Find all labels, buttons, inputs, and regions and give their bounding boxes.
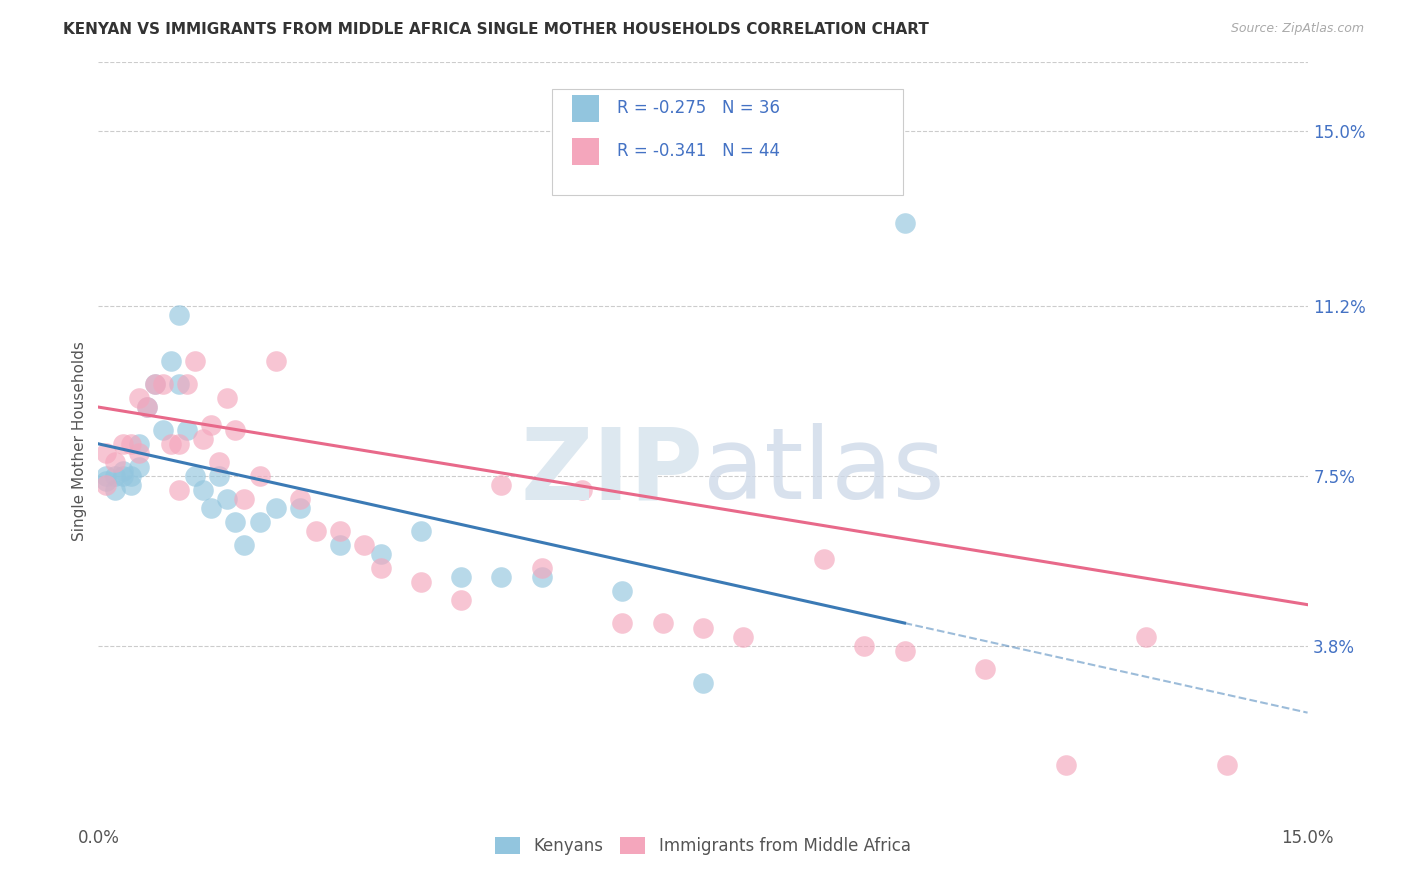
Point: [853, 639, 876, 653]
Point: [409, 524, 432, 538]
Point: [224, 515, 246, 529]
Point: [111, 437, 134, 451]
Point: [288, 501, 311, 516]
Point: [167, 437, 190, 451]
Point: [692, 675, 714, 690]
Point: [128, 446, 150, 460]
Point: [167, 308, 190, 322]
Point: [96, 474, 118, 488]
Point: [167, 483, 190, 497]
Point: [264, 501, 287, 516]
Point: [152, 377, 174, 392]
Text: R = -0.341   N = 44: R = -0.341 N = 44: [617, 143, 780, 161]
Point: [370, 547, 392, 561]
Point: [530, 570, 553, 584]
Point: [264, 354, 287, 368]
Point: [571, 483, 593, 497]
Point: [733, 630, 755, 644]
Point: [409, 574, 432, 589]
Point: [128, 437, 150, 451]
Text: atlas: atlas: [703, 424, 945, 520]
Point: [974, 662, 997, 676]
Point: [143, 377, 166, 392]
Point: [329, 524, 352, 538]
Point: [232, 491, 254, 506]
Point: [224, 423, 246, 437]
Y-axis label: Single Mother Households: Single Mother Households: [72, 342, 87, 541]
Point: [176, 423, 198, 437]
Point: [111, 469, 134, 483]
Point: [612, 583, 634, 598]
Text: KENYAN VS IMMIGRANTS FROM MIDDLE AFRICA SINGLE MOTHER HOUSEHOLDS CORRELATION CHA: KENYAN VS IMMIGRANTS FROM MIDDLE AFRICA …: [63, 22, 929, 37]
Point: [176, 377, 198, 392]
Point: [96, 469, 118, 483]
Point: [450, 593, 472, 607]
Point: [184, 354, 207, 368]
Point: [1135, 630, 1157, 644]
Point: [128, 459, 150, 474]
Text: ZIP: ZIP: [520, 424, 703, 520]
Point: [193, 483, 215, 497]
Text: Source: ZipAtlas.com: Source: ZipAtlas.com: [1230, 22, 1364, 36]
Point: [491, 570, 513, 584]
FancyBboxPatch shape: [572, 138, 599, 165]
Point: [249, 469, 271, 483]
Point: [120, 437, 142, 451]
Point: [893, 643, 915, 657]
Point: [96, 478, 118, 492]
Point: [612, 615, 634, 630]
FancyBboxPatch shape: [551, 89, 903, 195]
Text: R = -0.275   N = 36: R = -0.275 N = 36: [617, 99, 780, 117]
Point: [160, 437, 183, 451]
Point: [450, 570, 472, 584]
Point: [305, 524, 328, 538]
Point: [120, 469, 142, 483]
Point: [530, 561, 553, 575]
Point: [103, 469, 125, 483]
Point: [103, 483, 125, 497]
Point: [353, 538, 375, 552]
Point: [111, 464, 134, 478]
Point: [135, 400, 157, 414]
Point: [288, 491, 311, 506]
Point: [200, 501, 222, 516]
Point: [813, 551, 835, 566]
Point: [249, 515, 271, 529]
Point: [160, 354, 183, 368]
Point: [152, 423, 174, 437]
Point: [491, 478, 513, 492]
Point: [143, 377, 166, 392]
FancyBboxPatch shape: [572, 95, 599, 121]
Point: [193, 432, 215, 446]
Point: [96, 446, 118, 460]
Point: [217, 491, 239, 506]
Point: [135, 400, 157, 414]
Point: [692, 621, 714, 635]
Point: [329, 538, 352, 552]
Point: [651, 615, 673, 630]
Point: [120, 478, 142, 492]
Point: [103, 455, 125, 469]
Point: [232, 538, 254, 552]
Point: [208, 469, 231, 483]
Point: [167, 377, 190, 392]
Point: [184, 469, 207, 483]
Point: [208, 455, 231, 469]
Point: [1054, 758, 1077, 772]
Point: [217, 391, 239, 405]
Point: [1216, 758, 1239, 772]
Point: [128, 391, 150, 405]
Point: [370, 561, 392, 575]
Point: [200, 418, 222, 433]
Legend: Kenyans, Immigrants from Middle Africa: Kenyans, Immigrants from Middle Africa: [489, 830, 917, 862]
Point: [893, 216, 915, 230]
